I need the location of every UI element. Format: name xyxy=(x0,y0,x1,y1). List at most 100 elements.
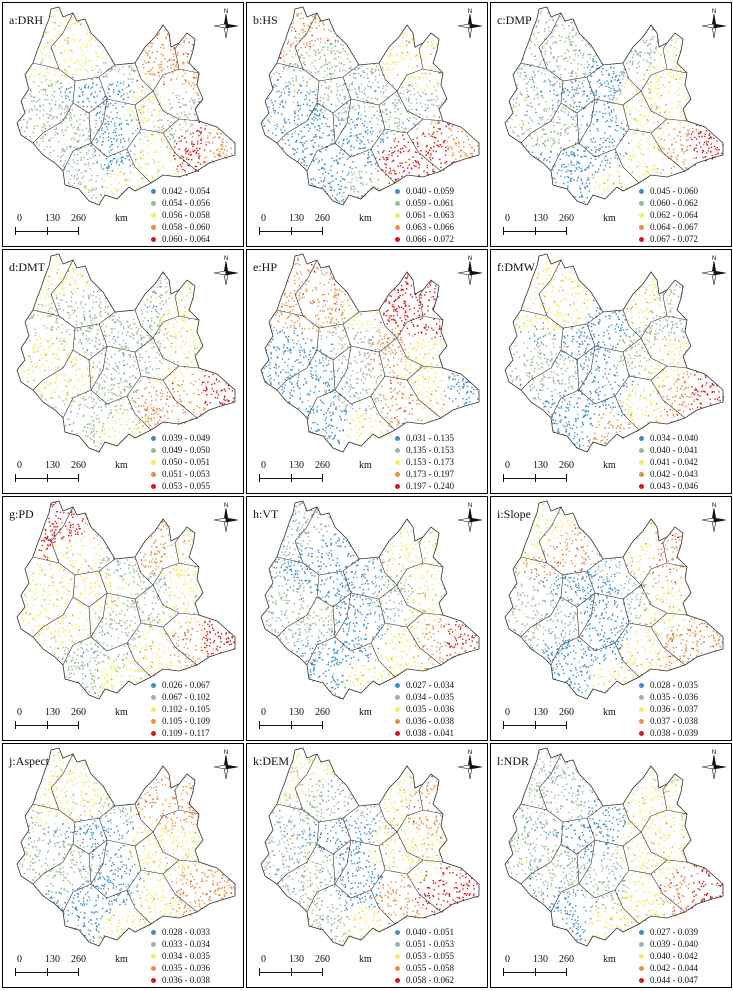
sample-dot xyxy=(330,30,332,33)
sample-dot xyxy=(631,149,633,151)
sample-dot xyxy=(659,150,661,152)
sample-dot xyxy=(78,20,81,23)
sample-dot xyxy=(67,381,69,384)
sample-dot xyxy=(430,99,432,101)
sample-dot xyxy=(409,93,412,96)
sample-dot xyxy=(340,176,342,178)
sample-dot xyxy=(398,121,401,123)
sample-dot xyxy=(405,54,407,57)
sample-dot xyxy=(396,64,398,66)
sample-dot xyxy=(582,90,584,92)
sample-dot xyxy=(115,365,117,367)
sample-dot xyxy=(302,62,305,64)
sample-dot xyxy=(372,82,374,84)
sample-dot xyxy=(597,67,599,70)
sample-dot xyxy=(581,106,583,108)
sample-dot xyxy=(518,101,520,104)
sample-dot xyxy=(418,78,420,80)
sample-dot xyxy=(187,130,189,132)
sample-dot xyxy=(107,92,109,94)
sample-dot xyxy=(673,166,675,168)
sample-dot xyxy=(653,135,655,137)
sample-dot xyxy=(401,175,403,178)
sample-dot xyxy=(607,95,610,97)
sample-dot xyxy=(71,17,73,19)
sample-dot xyxy=(646,170,648,172)
sample-dot xyxy=(184,137,186,139)
sample-dot xyxy=(276,125,279,128)
sample-dot xyxy=(302,76,304,79)
sample-dot xyxy=(553,125,555,127)
sample-dot xyxy=(135,391,137,393)
sample-dot xyxy=(299,40,301,42)
sample-dot xyxy=(198,393,200,396)
sample-dot xyxy=(321,112,323,114)
sample-dot xyxy=(437,128,440,130)
sample-dot xyxy=(168,125,170,127)
sample-dot xyxy=(89,168,91,170)
sample-dot xyxy=(656,40,659,43)
sample-dot xyxy=(311,111,314,114)
sample-dot xyxy=(328,62,330,64)
sample-dot xyxy=(108,88,110,90)
sample-dot xyxy=(631,62,634,65)
sample-dot xyxy=(386,136,389,139)
sample-dot xyxy=(319,110,322,112)
sample-dot xyxy=(574,196,576,198)
sample-dot xyxy=(200,142,202,145)
sample-dot xyxy=(581,156,583,158)
sample-dot xyxy=(601,160,603,163)
sample-dot xyxy=(553,82,556,85)
sample-dot xyxy=(672,151,675,154)
sample-dot xyxy=(648,143,650,145)
sample-dot xyxy=(336,86,339,88)
sample-dot xyxy=(120,133,123,136)
sample-dot xyxy=(397,155,399,157)
sample-dot xyxy=(140,379,142,382)
sample-dot xyxy=(400,51,403,53)
sample-dot xyxy=(709,133,711,135)
sample-dot xyxy=(321,159,323,161)
sample-dot xyxy=(364,120,366,123)
sample-dot xyxy=(152,134,155,136)
sample-dot xyxy=(141,369,144,372)
sample-dot xyxy=(588,43,590,46)
sample-dot xyxy=(304,64,306,66)
sample-dot xyxy=(26,126,28,128)
sample-dot xyxy=(287,118,290,121)
sample-dot xyxy=(145,88,148,90)
sample-dot xyxy=(647,116,650,119)
sample-dot xyxy=(640,152,642,154)
sample-dot xyxy=(367,157,369,159)
sample-dot xyxy=(100,196,103,198)
legend-swatch xyxy=(395,236,400,242)
sample-dot xyxy=(83,79,86,81)
sample-dot xyxy=(601,73,604,76)
sample-dot xyxy=(548,30,550,32)
sample-dot xyxy=(388,154,390,156)
sample-dot xyxy=(146,120,148,122)
sample-dot xyxy=(134,145,136,148)
sample-dot xyxy=(542,127,544,130)
sample-dot xyxy=(158,32,160,35)
sample-dot xyxy=(453,161,455,163)
sample-dot xyxy=(518,124,520,127)
sample-dot xyxy=(57,141,60,143)
sample-dot xyxy=(36,309,39,312)
sample-dot xyxy=(653,102,656,105)
sample-dot xyxy=(144,105,146,107)
sample-dot xyxy=(432,128,435,130)
sample-dot xyxy=(66,76,68,79)
sample-dot xyxy=(173,155,175,157)
sample-dot xyxy=(341,103,344,105)
sample-dot xyxy=(156,169,158,171)
sample-dot xyxy=(93,430,95,432)
sample-dot xyxy=(91,179,93,181)
sample-dot xyxy=(331,195,334,197)
sample-dot xyxy=(535,156,538,158)
sample-dot xyxy=(296,139,298,142)
sample-dot xyxy=(430,39,433,42)
sample-dot xyxy=(126,86,128,88)
sample-dot xyxy=(657,79,659,81)
sample-dot xyxy=(183,41,185,43)
